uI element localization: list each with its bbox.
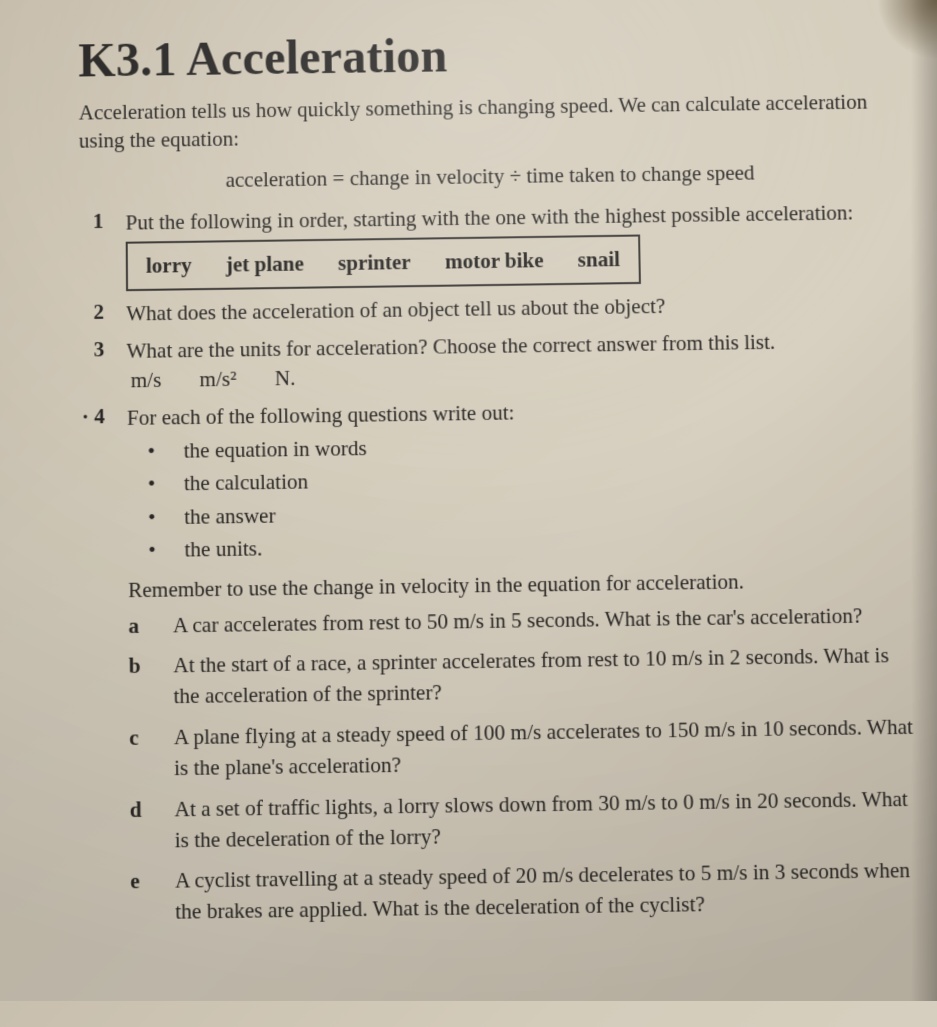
bullet-text: the units. <box>184 532 262 566</box>
question-text: What are the units for acceleration? Cho… <box>126 325 905 365</box>
question-number: 3 <box>80 337 105 396</box>
intro-text: Acceleration tells us how quickly someth… <box>79 87 901 155</box>
bullet-icon: • <box>146 500 158 533</box>
bullet-icon: • <box>145 434 157 467</box>
sub-label: d <box>130 795 151 857</box>
question-text: Put the following in order, starting wit… <box>125 197 902 237</box>
sub-label: a <box>128 611 148 642</box>
question-text: What does the acceleration of an object … <box>126 288 904 328</box>
option-item: snail <box>578 245 621 275</box>
subquestion-e: e A cyclist travelling at a steady speed… <box>130 856 918 929</box>
subquestion-d: d At a set of traffic lights, a lorry sl… <box>130 784 916 857</box>
bullet-text: the equation in words <box>184 431 367 467</box>
question-4: 4 For each of the following questions wr… <box>80 392 917 939</box>
bullet-icon: • <box>145 467 157 500</box>
unit-option: N. <box>275 363 296 393</box>
question-2: 2 What does the acceleration of an objec… <box>80 288 904 329</box>
option-box: lorry jet plane sprinter motor bike snai… <box>126 234 641 291</box>
remember-note: Remember to use the change in velocity i… <box>128 564 910 605</box>
question-number: 4 <box>80 403 108 939</box>
sub-text: At the start of a race, a sprinter accel… <box>173 641 913 713</box>
sub-text: At a set of traffic lights, a lorry slow… <box>174 784 916 856</box>
sub-text: A car accelerates from rest to 50 m/s in… <box>173 600 911 641</box>
question-1: 1 Put the following in order, starting w… <box>79 197 903 291</box>
bullet-icon: • <box>146 534 158 567</box>
subquestion-b: b At the start of a race, a sprinter acc… <box>129 641 913 713</box>
question-number: 2 <box>80 299 104 329</box>
bullet-list: •the equation in words •the calculation … <box>145 424 909 567</box>
unit-option: m/s² <box>199 364 236 394</box>
option-item: lorry <box>146 251 192 281</box>
bullet-text: the calculation <box>184 465 309 500</box>
subquestion-a: a A car accelerates from rest to 50 m/s … <box>128 600 911 642</box>
unit-option: m/s <box>131 365 162 395</box>
sub-label: b <box>129 652 150 713</box>
worksheet-page: K3.1 Acceleration Acceleration tells us … <box>0 0 937 1027</box>
option-item: sprinter <box>338 247 411 277</box>
sub-label: e <box>130 867 151 929</box>
question-number: 1 <box>79 208 104 291</box>
sub-text: A plane flying at a steady speed of 100 … <box>174 712 915 784</box>
equation-line: acceleration = change in velocity ÷ time… <box>79 158 901 195</box>
unit-options: m/s m/s² N. <box>131 363 296 395</box>
sub-label: c <box>129 723 150 785</box>
page-title: K3.1 Acceleration <box>78 22 899 89</box>
sub-text: A cyclist travelling at a steady speed o… <box>175 856 918 928</box>
option-item: jet plane <box>226 249 304 279</box>
subquestion-c: c A plane flying at a steady speed of 10… <box>129 712 914 784</box>
question-3: 3 What are the units for acceleration? C… <box>80 325 906 395</box>
option-item: motor bike <box>445 246 544 277</box>
bullet-text: the answer <box>184 499 276 533</box>
